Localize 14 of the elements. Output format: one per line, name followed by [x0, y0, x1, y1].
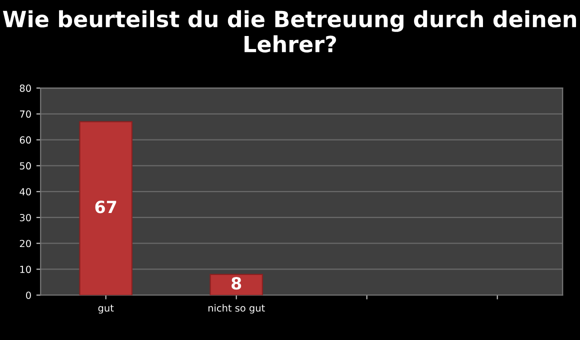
- y-tick-label: 70: [20, 110, 31, 118]
- y-tick-label: 10: [20, 266, 31, 274]
- y-tick-label: 20: [20, 240, 31, 248]
- y-tick-label: 60: [20, 136, 31, 144]
- y-tick-label: 0: [26, 292, 31, 299]
- data-label: 8: [232, 276, 242, 290]
- y-tick-label: 50: [20, 162, 31, 170]
- x-tick-label: nicht so gut: [208, 304, 265, 314]
- x-tick-label: gut: [98, 304, 114, 314]
- y-tick-label: 40: [20, 188, 31, 196]
- chart-title: Wie beurteilst du die Betreuung durch deinen Lehrer?: [2, 10, 576, 52]
- y-tick-label: 30: [20, 214, 31, 222]
- y-tick-label: 80: [20, 84, 31, 92]
- data-label: 67: [95, 200, 116, 214]
